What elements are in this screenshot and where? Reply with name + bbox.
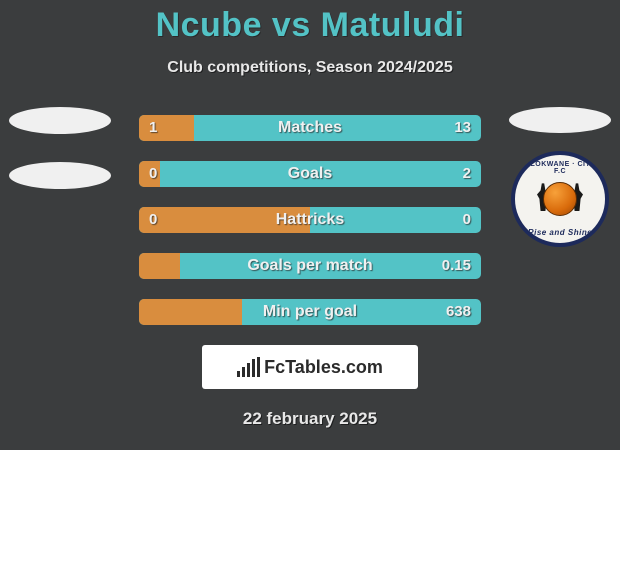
stat-value-right: 0 [463,207,471,233]
brand-box[interactable]: FcTables.com [202,345,418,389]
stat-label: Matches [139,115,481,141]
placeholder-ellipse [509,107,611,133]
brand-bars-icon [237,357,260,377]
right-player-crest: POLOKWANE · CITY · F.C Rise and Shine [510,107,610,247]
brand-text: FcTables.com [264,357,383,378]
club-badge-top-text: POLOKWANE · CITY · F.C [515,161,605,175]
stat-row: 0Hattricks0 [139,207,481,233]
content-area: POLOKWANE · CITY · F.C Rise and Shine 1M… [0,115,620,429]
placeholder-ellipse [9,107,111,134]
club-badge-icon: POLOKWANE · CITY · F.C Rise and Shine [511,151,609,247]
date-text: 22 february 2025 [0,409,620,429]
stat-row: Min per goal638 [139,299,481,325]
club-badge-bottom-text: Rise and Shine [515,228,605,237]
stat-value-right: 638 [446,299,471,325]
stat-label: Hattricks [139,207,481,233]
comparison-card: Ncube vs Matuludi Club competitions, Sea… [0,0,620,450]
stat-value-right: 13 [454,115,471,141]
placeholder-ellipse [9,162,111,189]
stat-row: Goals per match0.15 [139,253,481,279]
page-title: Ncube vs Matuludi [0,0,620,45]
stat-label: Goals [139,161,481,187]
stat-label: Goals per match [139,253,481,279]
club-badge-ball-icon [543,182,577,216]
page-subtitle: Club competitions, Season 2024/2025 [0,59,620,77]
stat-label: Min per goal [139,299,481,325]
stat-value-right: 0.15 [442,253,471,279]
stat-value-right: 2 [463,161,471,187]
stats-list: 1Matches130Goals20Hattricks0Goals per ma… [139,115,481,325]
left-player-crest [10,107,110,247]
stat-row: 0Goals2 [139,161,481,187]
stat-row: 1Matches13 [139,115,481,141]
